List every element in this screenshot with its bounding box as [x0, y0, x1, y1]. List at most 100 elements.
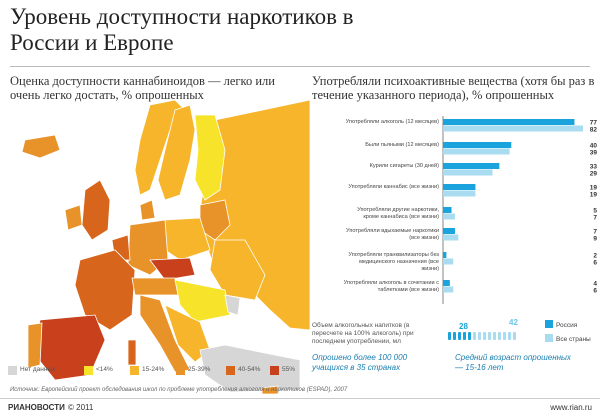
bar-russia-2	[443, 163, 500, 169]
bottle-icon-7	[483, 332, 486, 340]
value-all-0: 82	[590, 127, 598, 134]
bottle-icon-0	[448, 332, 451, 340]
map-legend-label-1: <14%	[96, 366, 113, 373]
legend-label-all: Все страны	[556, 336, 591, 343]
map-legend-swatch-4	[226, 366, 235, 375]
country-shapes	[21, 100, 310, 395]
bar-all-4	[443, 213, 455, 220]
category-label-6: медицинского назначения (все	[359, 259, 439, 265]
bottle-icon-5	[473, 332, 476, 340]
category-label-0: Употребляли алкоголь (12 месяцев)	[346, 119, 440, 125]
category-label-6: жизни)	[421, 266, 439, 272]
legend-label-russia: Россия	[556, 322, 578, 329]
category-label-1: Были пьяными (12 месяцев)	[365, 142, 439, 148]
map-legend-swatch-5	[270, 366, 279, 375]
alcohol-volume-label: Объем алкогольных напитков (в пересчете …	[312, 322, 414, 345]
map-legend-label-4: 40-54%	[238, 366, 261, 373]
category-label-6: Употребляли транквилизаторы без	[348, 252, 439, 258]
value-all-7: 6	[593, 288, 597, 295]
survey-age-text: Средний возраст опрошенных — 15-16 лет	[455, 353, 571, 372]
bottle-icon-9	[493, 332, 496, 340]
country-hungary-romania	[174, 279, 231, 323]
map-legend-label-5: 55%	[282, 366, 296, 373]
category-label-5: (все жизни)	[409, 235, 439, 241]
category-label-2: Курили сигареты (30 дней)	[370, 162, 440, 169]
country-greece-turkey	[199, 344, 301, 393]
bottle-icon-10	[498, 332, 501, 340]
value-russia-6: 2	[593, 253, 597, 260]
bottle-icon-2	[458, 332, 461, 340]
map-legend-label-0: Нет данных	[20, 366, 56, 373]
category-label-4: кроме каннабиса (все жизни)	[363, 214, 439, 220]
country-france	[74, 249, 136, 331]
bottle-icon-13	[513, 332, 516, 340]
bar-russia-4	[443, 207, 452, 213]
alcohol-value-all: 42	[509, 318, 518, 327]
map-legend-swatch-1	[84, 366, 93, 375]
bar-russia-6	[443, 252, 447, 258]
bottle-icon-6	[478, 332, 481, 340]
map-legend-label-2: 15-24%	[142, 366, 165, 373]
country-belarus-ukraine	[209, 239, 266, 301]
value-russia-5: 7	[593, 229, 597, 236]
copyright-text: © 2011	[68, 403, 94, 412]
bar-russia-3	[443, 184, 476, 190]
bar-russia-1	[443, 142, 512, 148]
bar-russia-5	[443, 228, 455, 234]
country-iceland	[21, 134, 61, 159]
value-russia-4: 5	[593, 208, 597, 215]
chart-subtitle: Употребляли психоактивные вещества (хотя…	[312, 74, 595, 102]
bottle-icon-11	[503, 332, 506, 340]
category-label-3: Употребляли каннабис (все жизни)	[348, 184, 439, 190]
bar-all-6	[443, 258, 454, 265]
country-portugal	[27, 322, 43, 369]
category-label-5: Употребляли вдыхаемые наркотики	[346, 228, 439, 234]
value-russia-0: 77	[590, 120, 598, 127]
legend-swatch-all	[545, 334, 553, 342]
value-russia-1: 40	[590, 143, 598, 150]
source-note: Источник: Европейский проект обследовани…	[10, 387, 348, 393]
title-divider	[10, 66, 590, 67]
legend-swatch-russia	[545, 320, 553, 328]
value-all-2: 29	[590, 171, 598, 178]
country-corsica-sardinia	[127, 339, 137, 366]
value-russia-7: 4	[593, 281, 597, 288]
value-russia-2: 33	[590, 164, 598, 171]
value-all-6: 6	[593, 260, 597, 267]
value-all-3: 19	[590, 192, 598, 199]
survey-count-text: Опрошено более 100 000 учащихся в 35 стр…	[312, 353, 408, 372]
value-all-4: 7	[593, 215, 597, 222]
alcohol-value-russia: 28	[459, 322, 468, 331]
bottle-icon-4	[468, 332, 471, 340]
bar-russia-0	[443, 119, 575, 125]
bottle-icon-3	[463, 332, 466, 340]
map-subtitle: Оценка доступности каннабиноидов — легко…	[10, 74, 275, 102]
site-link[interactable]: www.rian.ru	[550, 403, 592, 412]
bar-russia-7	[443, 280, 450, 286]
bar-all-2	[443, 169, 493, 176]
value-all-1: 39	[590, 150, 598, 157]
map-legend-label-3: 25-39%	[188, 366, 211, 373]
country-czech-slovakia	[149, 257, 196, 281]
country-ireland	[64, 204, 83, 231]
map-legend-swatch-3	[176, 366, 185, 375]
bar-all-0	[443, 125, 583, 132]
category-label-7: Употребляли алкоголь в сочетании с	[344, 280, 440, 286]
country-sweden	[157, 104, 196, 201]
page-title: Уровень доступности наркотиков в России …	[10, 4, 354, 55]
bar-all-7	[443, 286, 454, 293]
bottle-icon-8	[488, 332, 491, 340]
value-russia-3: 19	[590, 185, 598, 192]
value-all-5: 9	[593, 236, 597, 243]
bar-all-3	[443, 190, 476, 197]
country-finland	[194, 114, 226, 201]
bar-all-5	[443, 234, 459, 241]
bottle-icon-12	[508, 332, 511, 340]
footer: РИАНОВОСТИ © 2011 www.rian.ru	[0, 398, 600, 417]
country-denmark	[139, 199, 156, 221]
map-legend-swatch-0	[8, 366, 17, 375]
europe-map	[21, 100, 310, 395]
bar-all-1	[443, 148, 510, 155]
bottle-icon-1	[453, 332, 456, 340]
